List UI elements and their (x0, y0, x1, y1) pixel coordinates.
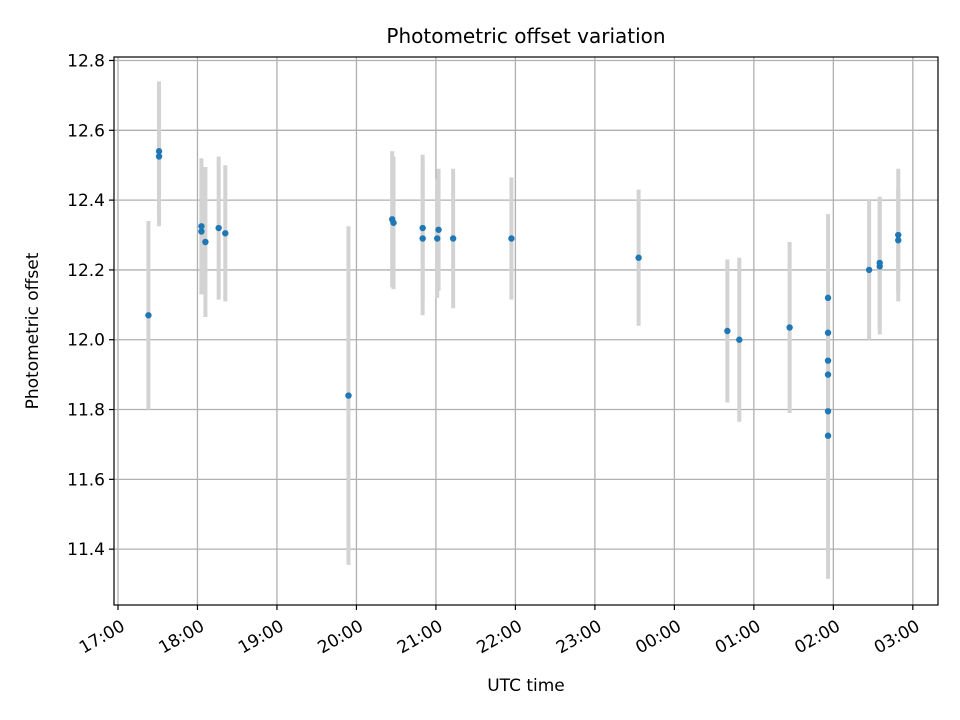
data-points (145, 148, 902, 439)
data-point (865, 266, 873, 274)
y-tick-label: 12.8 (67, 51, 105, 71)
data-point (786, 324, 793, 331)
data-point (724, 327, 731, 335)
data-point (222, 230, 229, 237)
data-point (419, 224, 426, 232)
data-point (198, 228, 205, 235)
data-point (635, 254, 642, 261)
data-point (145, 312, 152, 319)
data-point (895, 237, 902, 244)
plot-frame (113, 56, 939, 606)
data-point (824, 432, 832, 439)
data-point (198, 223, 205, 230)
data-point (876, 263, 883, 270)
data-point (824, 357, 832, 364)
data-point (155, 153, 163, 160)
data-point (345, 392, 352, 399)
data-point (824, 294, 832, 302)
plot-area (114, 57, 938, 605)
y-axis-ticks: 11.4 11.6 11.8 12.0 12.2 12.4 12.6 12.8 (67, 51, 114, 560)
data-point (824, 329, 832, 336)
y-tick-label: 12.0 (67, 331, 105, 351)
data-point (895, 231, 902, 239)
data-point (202, 238, 209, 246)
data-point (824, 408, 832, 415)
data-point (435, 226, 442, 233)
chart-title: Photometric offset variation (386, 24, 665, 48)
data-point (155, 148, 163, 155)
y-axis-label: Photometric offset (23, 252, 43, 409)
data-point (736, 336, 743, 343)
data-point (215, 224, 222, 232)
y-tick-label: 12.2 (67, 261, 105, 281)
data-point (434, 235, 441, 242)
y-tick-label: 11.8 (67, 401, 105, 421)
y-tick-label: 11.6 (67, 470, 105, 490)
grid (114, 57, 938, 605)
data-point (508, 235, 515, 242)
y-tick-label: 12.4 (67, 191, 105, 211)
data-point (449, 235, 457, 242)
y-tick-label: 11.4 (67, 540, 105, 560)
data-point (824, 371, 832, 378)
data-point (390, 219, 397, 226)
y-tick-label: 12.6 (67, 121, 105, 141)
data-point (419, 235, 426, 242)
x-axis-label: UTC time (487, 676, 565, 696)
